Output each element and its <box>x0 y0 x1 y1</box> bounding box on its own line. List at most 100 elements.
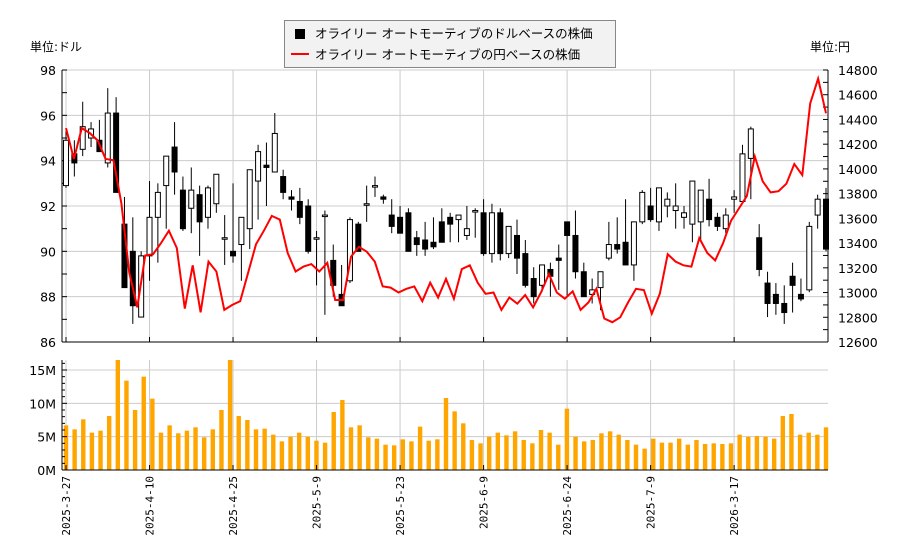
volume-bar <box>210 429 216 470</box>
right-axis-tick-label: 14200 <box>838 137 878 152</box>
volume-bar <box>815 434 820 470</box>
candle-up <box>488 212 495 255</box>
candle-up <box>472 210 479 213</box>
volume-bar <box>98 430 103 470</box>
x-axis-date-label: 2025-7-9 <box>645 476 658 529</box>
right-axis-tick-label: 12800 <box>838 310 878 325</box>
volume-bar <box>486 436 492 470</box>
volume-bar <box>184 430 190 470</box>
volume-bar <box>495 432 501 470</box>
volume-bar <box>271 434 276 470</box>
candle-up <box>313 237 320 240</box>
volume-bar <box>227 360 233 470</box>
red-line-swatch-icon <box>291 53 309 55</box>
candle-down <box>756 237 763 270</box>
candle-down <box>405 212 412 252</box>
x-axis-date-label: 2025-6-9 <box>478 476 491 529</box>
x-axis-date-label: 2026-3-17 <box>728 476 741 536</box>
candle-down <box>380 196 387 200</box>
volume-bar <box>694 440 699 470</box>
candle-down <box>438 221 445 243</box>
candle-up <box>63 139 69 187</box>
candle-down <box>797 293 804 300</box>
volume-bar <box>288 436 293 470</box>
candle-down <box>772 293 779 304</box>
volume-bar <box>461 423 466 470</box>
candle-up <box>689 180 696 225</box>
right-axis-tick-label: 13200 <box>838 261 878 276</box>
candle-down <box>530 278 537 298</box>
volume-bar <box>452 411 457 470</box>
volume-bar <box>314 440 319 470</box>
volume-bar <box>702 444 708 470</box>
candle-up <box>255 151 262 182</box>
chart-legend: オライリー オートモーティブのドルベースの株価 オライリー オートモーティブの円… <box>284 20 616 68</box>
candle-down <box>789 275 796 286</box>
left-axis-tick-label: 92 <box>40 199 56 214</box>
volume-bar <box>383 444 388 470</box>
volume-bar <box>625 440 630 470</box>
candle-down <box>572 234 579 273</box>
volume-axis-tick-label: 10M <box>29 396 56 411</box>
volume-bar <box>72 429 77 470</box>
candle-up <box>655 187 662 223</box>
candle-up <box>814 198 821 216</box>
volume-bar <box>150 398 155 470</box>
candle-down <box>447 216 454 225</box>
candle-up <box>664 198 671 207</box>
candle-up <box>739 153 746 202</box>
volume-bar <box>158 432 164 470</box>
volume-bar <box>253 429 259 470</box>
candle-up <box>630 221 637 266</box>
right-axis-tick-label: 14800 <box>838 63 878 78</box>
volume-bar <box>124 380 129 470</box>
candle-down <box>497 212 504 255</box>
candle-down <box>397 216 404 234</box>
volume-bar <box>806 432 811 470</box>
left-axis-tick-label: 94 <box>40 154 56 169</box>
right-axis-unit-label: 単位:円 <box>810 40 851 54</box>
candle-down <box>422 239 429 250</box>
candle-up <box>455 214 462 221</box>
volume-bar <box>642 448 647 470</box>
candle-up <box>146 216 153 257</box>
volume-bar <box>193 427 198 470</box>
candle-down <box>480 212 487 255</box>
volume-bar <box>478 443 483 470</box>
right-axis-tick-label: 14400 <box>838 112 878 127</box>
volume-bar <box>63 425 69 470</box>
left-axis-tick-label: 98 <box>40 63 56 78</box>
candle-down <box>330 259 337 286</box>
candle-up <box>221 237 228 240</box>
volume-bar <box>262 428 267 470</box>
volume-bar <box>245 420 250 470</box>
candle-up <box>747 128 754 159</box>
volume-bar <box>633 444 639 470</box>
volume-bar <box>668 442 673 470</box>
volume-bar <box>607 431 613 470</box>
left-axis-tick-label: 96 <box>40 108 56 123</box>
candle-down <box>714 216 721 227</box>
candle-up <box>463 228 470 236</box>
candle-up <box>154 191 161 218</box>
candle-down <box>230 250 237 257</box>
candle-up <box>363 203 370 206</box>
candle-down <box>580 271 587 298</box>
left-axis-tick-label: 86 <box>40 335 56 350</box>
candle-up <box>539 264 546 286</box>
candle-down <box>555 257 562 261</box>
volume-bar <box>521 440 526 470</box>
volume-bar <box>176 433 181 470</box>
volume-bar <box>469 440 475 470</box>
right-axis-tick-label: 13800 <box>838 187 878 202</box>
volume-axis-tick-label: 5M <box>37 430 56 445</box>
candle-up <box>321 214 328 218</box>
legend-item-usd: オライリー オートモーティブのドルベースの株価 <box>291 24 593 44</box>
candle-down <box>305 205 312 252</box>
candle-down <box>430 241 437 248</box>
candlestick-swatch-icon <box>295 28 305 39</box>
candle-down <box>823 198 829 250</box>
candle-down <box>196 194 203 223</box>
volume-bar <box>763 436 768 470</box>
